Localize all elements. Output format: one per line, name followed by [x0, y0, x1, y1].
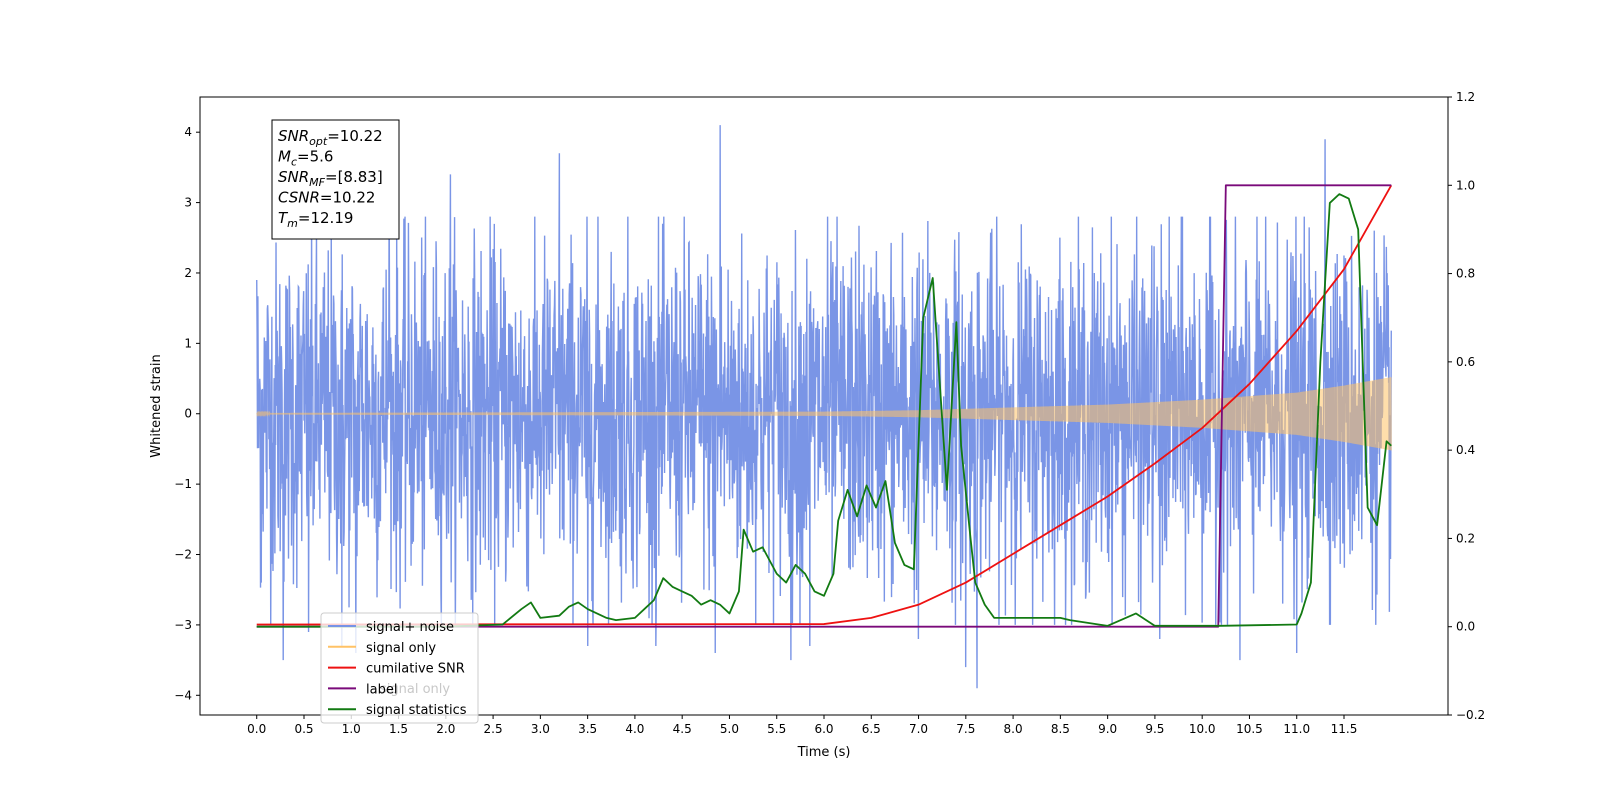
- x-tick-label: 4.0: [625, 722, 644, 736]
- annotation-symbol: SNR: [278, 127, 309, 145]
- annotation-line: SNRMF=[8.83]: [278, 168, 383, 189]
- annotation-subscript: c: [291, 156, 297, 169]
- x-tick-label: 9.0: [1098, 722, 1117, 736]
- legend-overlap-text: signal only: [380, 682, 450, 697]
- x-tick-label: 3.0: [531, 722, 550, 736]
- x-tick-label: 2.5: [484, 722, 503, 736]
- y-right-tick-label: 0.0: [1456, 620, 1475, 634]
- x-tick-label: 1.5: [389, 722, 408, 736]
- x-tick-label: 4.5: [673, 722, 692, 736]
- series-signal-only: [256, 377, 1392, 451]
- x-tick-label: 9.5: [1145, 722, 1164, 736]
- x-tick-label: 3.5: [578, 722, 597, 736]
- legend-frame: [320, 612, 479, 724]
- y-left-tick-label: −2: [174, 548, 192, 562]
- y-right-tick-label: 0.2: [1456, 531, 1475, 545]
- annotation-subscript: opt: [309, 135, 328, 148]
- annotation-lines: SNRopt=10.22Mc=5.6SNRMF=[8.83]CSNR=10.22…: [278, 127, 383, 230]
- y-left-tick-label: −3: [174, 618, 192, 632]
- annotation-symbol: CSNR: [278, 189, 320, 207]
- annotation-symbol: M: [278, 148, 291, 166]
- y-right-tick-label: 0.6: [1456, 355, 1475, 369]
- series-layer: [256, 125, 1393, 689]
- x-tick-label: 8.0: [1004, 722, 1023, 736]
- y-left-tick-label: −4: [174, 688, 192, 702]
- annotation-value: =10.22: [320, 189, 376, 207]
- y-right-tick-label: −0.2: [1456, 708, 1485, 722]
- annotation-frame: [271, 119, 400, 240]
- series-label: [256, 184, 1392, 628]
- series-signal-noise: [256, 125, 1392, 689]
- x-axis-label: Time (s): [797, 745, 851, 760]
- y-right-tick-label: 1.0: [1456, 178, 1475, 192]
- y-left-tick-label: 1: [184, 336, 192, 350]
- x-tick-label: 6.0: [814, 722, 833, 736]
- annotation-value: =10.22: [327, 127, 383, 145]
- legend-label: cumilative SNR: [366, 662, 465, 677]
- y-left-tick-label: −1: [174, 477, 192, 491]
- x-axis-ticks: 0.0 0.5 1.0 1.5 2.0 2.5 3.0 3.5 4.0 4.5 5.0 5.5 6.0 6…: [247, 715, 1357, 736]
- legend: signal only signal+ noise signal only cumi…: [320, 612, 479, 724]
- x-tick-label: 10.0: [1189, 722, 1216, 736]
- series-cumilative-snr: [256, 184, 1393, 626]
- annotation-symbol: T: [278, 209, 289, 227]
- annotation-line: CSNR=10.22: [278, 189, 375, 207]
- legend-label: signal+ noise: [366, 620, 454, 635]
- annotation-subscript: MF: [309, 176, 325, 189]
- x-tick-label: 7.0: [909, 722, 928, 736]
- annotation-box: SNRopt=10.22Mc=5.6SNRMF=[8.83]CSNR=10.22…: [271, 119, 400, 240]
- y-left-tick-label: 4: [184, 125, 192, 139]
- y-axis-label: Whitened strain: [149, 354, 164, 457]
- y-axis-right-ticks: 1.2 1.0 0.8 0.6 0.4 0.2 0.0 −0.2: [1448, 90, 1485, 722]
- legend-label: label: [366, 682, 397, 697]
- annotation-line: SNRopt=10.22: [278, 127, 383, 148]
- x-tick-label: 5.5: [767, 722, 786, 736]
- annotation-value: =5.6: [297, 148, 333, 166]
- annotation-line: Mc=5.6: [278, 148, 333, 169]
- annotation-value: =12.19: [298, 209, 354, 227]
- y-left-tick-label: 3: [184, 196, 192, 210]
- x-tick-label: 5.0: [720, 722, 739, 736]
- y-left-tick-label: 0: [184, 407, 192, 421]
- legend-label: signal only: [366, 641, 436, 656]
- y-axis-left-ticks: 4 3 2 1 0 −1 −2 −3 −4: [174, 125, 200, 702]
- y-right-tick-label: 1.2: [1456, 90, 1475, 104]
- x-tick-label: 1.0: [342, 722, 361, 736]
- x-tick-label: 0.5: [294, 722, 313, 736]
- y-right-tick-label: 0.8: [1456, 267, 1475, 281]
- x-tick-label: 11.0: [1283, 722, 1310, 736]
- legend-entries: signal+ noise signal only cumilative SNR la…: [328, 620, 467, 718]
- annotation-value: =[8.83]: [325, 168, 383, 186]
- x-tick-label: 7.5: [956, 722, 975, 736]
- x-tick-label: 0.0: [247, 722, 266, 736]
- y-right-tick-label: 0.4: [1456, 443, 1475, 457]
- annotation-symbol: SNR: [278, 168, 309, 186]
- annotation-subscript: m: [287, 217, 298, 230]
- x-tick-label: 11.5: [1331, 722, 1358, 736]
- x-tick-label: 8.5: [1051, 722, 1070, 736]
- annotation-line: Tm=12.19: [278, 209, 353, 230]
- x-tick-label: 10.5: [1236, 722, 1263, 736]
- legend-label: signal statistics: [366, 703, 467, 718]
- series-signal-statistics: [256, 193, 1392, 628]
- y-left-tick-label: 2: [184, 266, 192, 280]
- x-tick-label: 6.5: [862, 722, 881, 736]
- x-tick-label: 2.0: [436, 722, 455, 736]
